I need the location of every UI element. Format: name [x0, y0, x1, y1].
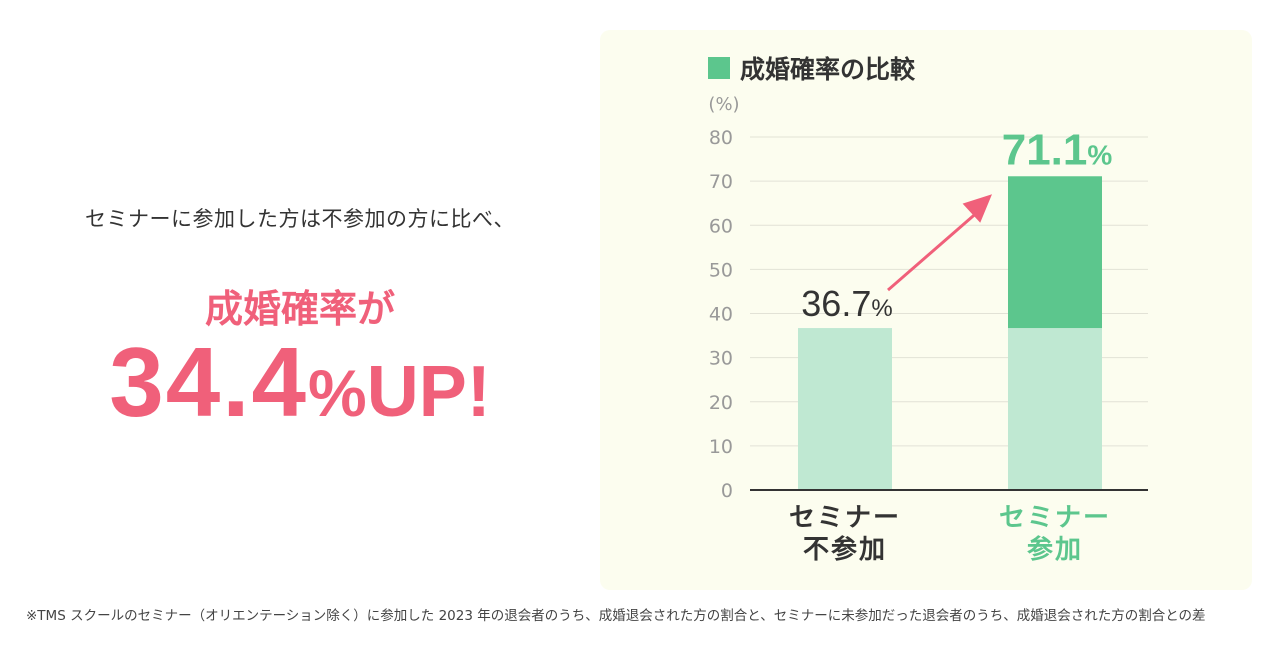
- increase-arrow-line: [887, 207, 983, 292]
- summary-block: セミナーに参加した方は不参加の方に比べ、 成婚確率が 34.4%UP!: [0, 0, 600, 600]
- y-tick-label: 40: [709, 304, 733, 326]
- bar-not-attended: [798, 328, 892, 490]
- y-tick-label: 70: [709, 171, 733, 193]
- chart-panel: [600, 30, 1252, 590]
- y-tick-label: 50: [709, 259, 733, 281]
- y-axis-unit: (%): [708, 94, 739, 115]
- value-label-attended: 71.1%: [1002, 125, 1113, 174]
- y-tick-label: 0: [721, 480, 733, 502]
- y-tick-label: 30: [709, 348, 733, 370]
- increase-figure: 34.4%UP!: [0, 326, 600, 439]
- chart-legend: 成婚確率の比較: [708, 50, 915, 86]
- y-tick-label: 60: [709, 215, 733, 237]
- increase-suffix: UP!: [366, 352, 491, 432]
- bar-attended-base: [1008, 328, 1102, 490]
- headline-text: 成婚確率が: [204, 287, 395, 331]
- category-label-attended: セミナー: [999, 503, 1111, 533]
- value-label-not-attended: 36.7%: [801, 283, 892, 324]
- y-tick-label: 80: [709, 127, 733, 149]
- increase-percent: %: [308, 356, 367, 430]
- category-label-not-attended: 不参加: [803, 534, 887, 565]
- increase-arrow-head: [962, 194, 992, 223]
- y-tick-label: 10: [709, 436, 733, 458]
- category-label-not-attended: セミナー: [789, 503, 901, 533]
- bar-attended-increase: [1008, 176, 1102, 329]
- footnote: ※TMS スクールのセミナー（オリエンテーション除く）に参加した 2023 年の…: [26, 608, 1206, 624]
- lead-text: セミナーに参加した方は不参加の方に比べ、: [85, 207, 515, 231]
- category-label-attended: 参加: [1027, 534, 1083, 565]
- legend-swatch: [708, 57, 730, 79]
- y-tick-label: 20: [709, 392, 733, 414]
- legend-label: 成婚確率の比較: [740, 55, 916, 84]
- increase-number: 34.4: [109, 327, 309, 437]
